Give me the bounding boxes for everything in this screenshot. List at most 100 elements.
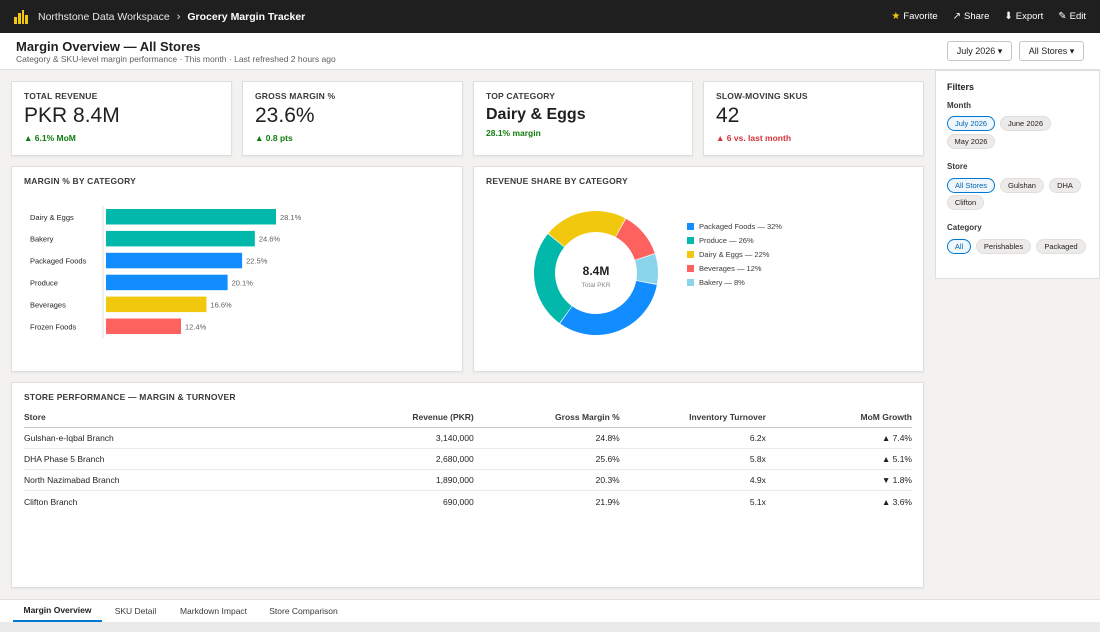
filter-chip-all-stores[interactable]: All Stores (947, 178, 995, 193)
donut-slice[interactable] (548, 211, 626, 247)
column-header-turnover[interactable]: Inventory Turnover (619, 407, 766, 428)
month-dropdown[interactable]: July 2026 ▾ (947, 41, 1012, 61)
donut-slice[interactable] (534, 233, 572, 324)
filter-chip-all[interactable]: All (947, 239, 971, 254)
tab-store-comparison[interactable]: Store Comparison (269, 606, 338, 616)
category-label: Dairy & Eggs (30, 213, 74, 222)
table-row[interactable]: North Nazimabad Branch 1,890,000 20.3% 4… (24, 469, 912, 492)
kpi-delta: ▲ 6 vs. last month (716, 133, 792, 143)
margin-bar[interactable] (106, 296, 207, 313)
category-label: Frozen Foods (30, 322, 77, 331)
star-icon: ★ (891, 11, 901, 22)
kpi-card-slow-moving-skus: SLOW-MOVING SKUS 42 ▲ 6 vs. last month (703, 81, 924, 156)
kpi-delta: 28.1% margin (486, 128, 541, 138)
filter-chip-perishables[interactable]: Perishables (976, 239, 1031, 254)
kpi-label: GROSS MARGIN % (255, 91, 336, 101)
cell-growth: ▲ 5.1% (765, 448, 912, 471)
margin-bar[interactable] (106, 318, 182, 335)
legend-swatch (687, 278, 694, 286)
filter-pane-title: Filters (947, 82, 975, 92)
share-button[interactable]: ↗ Share (953, 11, 990, 22)
legend-item[interactable]: Packaged Foods — 32% (687, 219, 782, 233)
filter-chip-july-2026[interactable]: July 2026 (947, 116, 995, 131)
bar-value-label: 24.6% (259, 235, 281, 244)
bottom-strip (0, 622, 1100, 632)
filter-category-label: Category (947, 223, 982, 232)
edit-button[interactable]: ✎ Edit (1058, 11, 1086, 22)
cell-margin: 25.6% (473, 448, 620, 471)
legend-item[interactable]: Bakery — 8% (687, 275, 782, 289)
tab-sku-detail[interactable]: SKU Detail (114, 606, 157, 616)
filter-chip-packaged[interactable]: Packaged (1036, 239, 1086, 254)
cell-store: North Nazimabad Branch (24, 469, 212, 492)
favorite-button[interactable]: ★ Favorite (891, 11, 937, 22)
topbar-actions: ★ Favorite ↗ Share ⬇ Export ✎ Edit (891, 0, 1086, 33)
filter-month-label: Month (947, 101, 971, 110)
margin-bar[interactable] (106, 230, 255, 247)
margin-bar[interactable] (106, 252, 243, 269)
kpi-label: TOP CATEGORY (486, 91, 556, 101)
store-performance-card: STORE PERFORMANCE — MARGIN & TURNOVER St… (11, 382, 924, 588)
cell-growth: ▼ 1.8% (765, 469, 912, 492)
cell-turnover: 6.2x (619, 427, 766, 449)
column-header-growth[interactable]: MoM Growth (765, 407, 912, 428)
cell-turnover: 4.9x (619, 469, 766, 492)
tab-markdown-impact[interactable]: Markdown Impact (179, 606, 248, 616)
page-title: Margin Overview — All Stores (16, 39, 201, 54)
table-row[interactable]: Gulshan-e-Iqbal Branch 3,140,000 24.8% 6… (24, 427, 912, 449)
legend-swatch (687, 250, 694, 258)
column-header-margin[interactable]: Gross Margin % (473, 407, 620, 428)
category-label: Produce (30, 278, 58, 287)
category-label: Beverages (30, 300, 66, 309)
cell-store: Clifton Branch (24, 496, 78, 507)
legend-label: Bakery — 8% (699, 277, 745, 287)
breadcrumb-report: Grocery Margin Tracker (187, 10, 306, 23)
table-row[interactable]: DHA Phase 5 Branch 2,680,000 25.6% 5.8x … (24, 448, 912, 471)
kpi-delta: ▲ 6.1% MoM (24, 133, 76, 143)
legend-item[interactable]: Produce — 26% (687, 233, 782, 247)
bar-value-label: 20.1% (232, 278, 254, 287)
export-button[interactable]: ⬇ Export (1004, 11, 1043, 22)
legend-item[interactable]: Dairy & Eggs — 22% (687, 247, 782, 261)
donut-slice[interactable] (560, 280, 657, 335)
column-header-revenue[interactable]: Revenue (PKR) (211, 407, 474, 428)
donut-slice[interactable] (615, 218, 655, 260)
margin-by-category-card: MARGIN % BY CATEGORY Dairy & Eggs 28.1% Ba… (11, 166, 463, 372)
store-dropdown[interactable]: All Stores ▾ (1019, 41, 1084, 61)
bar-value-label: 12.4% (185, 322, 207, 331)
favorite-label: Favorite (903, 11, 938, 22)
tab-margin-overview[interactable]: Margin Overview (13, 600, 102, 622)
share-icon: ↗ (952, 11, 962, 22)
revenue-donut-chart: 8.4M Total PKR (534, 211, 658, 335)
filter-chip-gulshan[interactable]: Gulshan (1000, 178, 1044, 193)
legend-label: Produce — 26% (699, 235, 754, 245)
margin-bar[interactable] (106, 209, 276, 225)
app-topbar: Northstone Data Workspace › Grocery Marg… (0, 0, 1100, 33)
margin-bar[interactable] (106, 274, 228, 291)
edit-label: Edit (1069, 11, 1086, 22)
kpi-card-top-category: TOP CATEGORY Dairy & Eggs 28.1% margin (473, 81, 693, 156)
cell-margin: 21.9% (595, 496, 620, 507)
chart-title: REVENUE SHARE BY CATEGORY (486, 176, 628, 186)
legend-swatch (687, 264, 694, 272)
legend-label: Dairy & Eggs — 22% (699, 249, 770, 259)
cell-revenue: 1,890,000 (211, 469, 474, 492)
filter-chip-june-2026[interactable]: June 2026 (1000, 116, 1051, 131)
page-subtitle: Category & SKU-level margin performance … (16, 54, 336, 64)
breadcrumb-workspace[interactable]: Northstone Data Workspace (38, 10, 170, 23)
legend-label: Beverages — 12% (699, 263, 762, 273)
cell-revenue: 3,140,000 (211, 427, 474, 449)
filter-chip-may-2026[interactable]: May 2026 (947, 134, 995, 149)
filter-chip-dha[interactable]: DHA (1049, 178, 1081, 193)
table-row[interactable]: Clifton Branch 690,000 21.9% 5.1x ▲ 3.6% (24, 491, 912, 512)
category-label: Packaged Foods (30, 257, 87, 266)
column-header-store[interactable]: Store (24, 407, 212, 428)
kpi-card-total-revenue: TOTAL REVENUE PKR 8.4M ▲ 6.1% MoM (11, 81, 232, 156)
cell-turnover: 5.1x (749, 496, 766, 507)
filter-chip-clifton[interactable]: Clifton (947, 195, 984, 210)
app-logo-icon (14, 9, 28, 24)
legend-item[interactable]: Beverages — 12% (687, 261, 782, 275)
store-performance-table: Store Revenue (PKR) Gross Margin % Inven… (24, 407, 912, 512)
cell-store: DHA Phase 5 Branch (24, 448, 212, 471)
donut-slice[interactable] (635, 254, 658, 284)
